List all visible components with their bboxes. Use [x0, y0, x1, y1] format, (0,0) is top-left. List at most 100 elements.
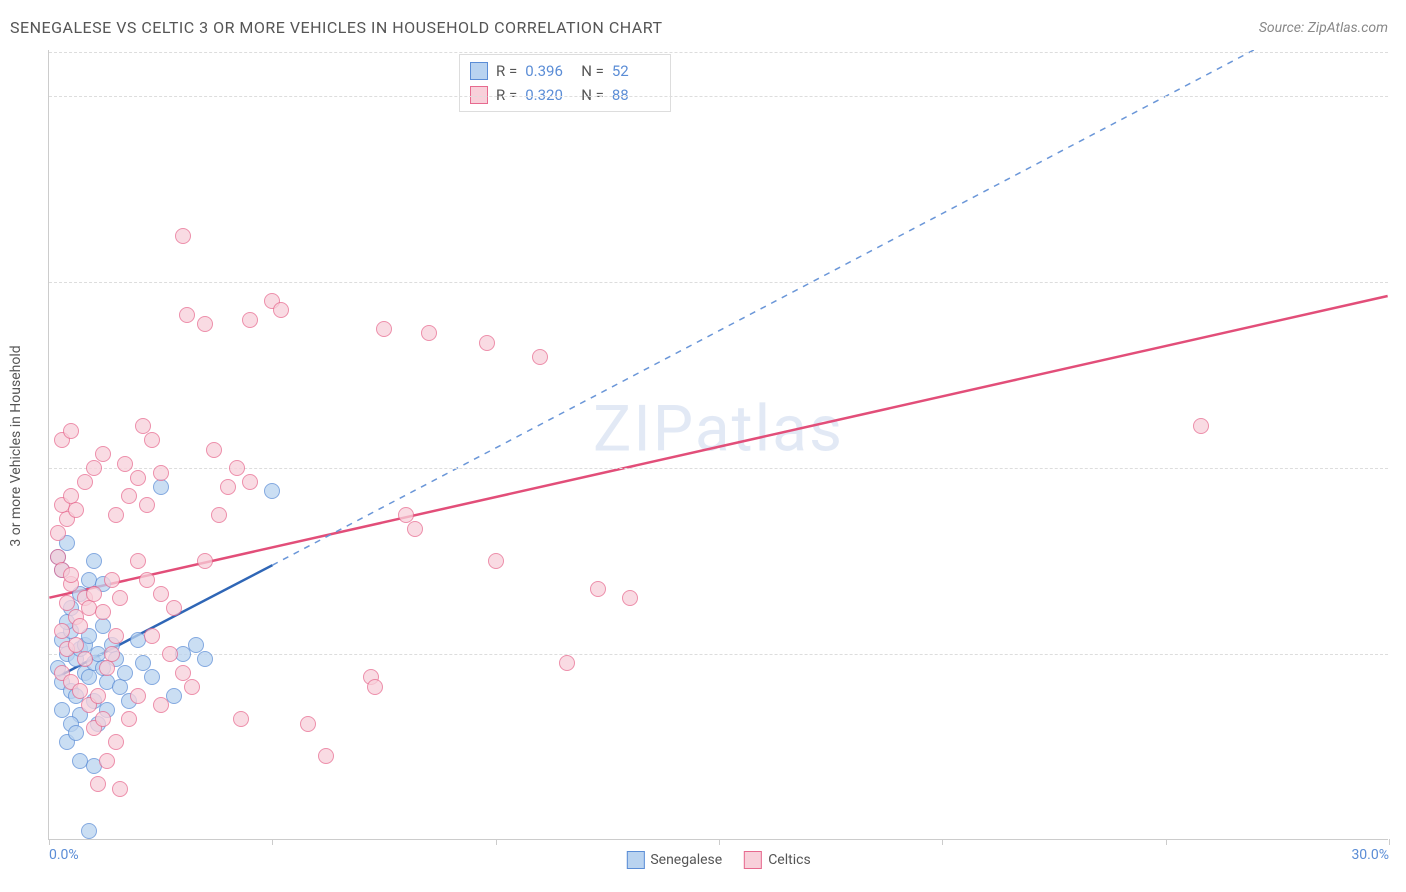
scatter-point: [197, 553, 213, 569]
y-tick-label: 20.0%: [1394, 646, 1406, 662]
scatter-point: [166, 600, 182, 616]
scatter-point: [233, 711, 249, 727]
scatter-point: [130, 688, 146, 704]
scatter-point: [95, 711, 111, 727]
scatter-point: [95, 604, 111, 620]
scatter-point: [318, 748, 334, 764]
scatter-point: [407, 521, 423, 537]
stat-r-val-2: 0.320: [525, 83, 573, 107]
scatter-point: [130, 553, 146, 569]
scatter-point: [273, 302, 289, 318]
x-tick-mark: [719, 839, 720, 845]
scatter-point: [81, 823, 97, 839]
grid-line: [49, 52, 1388, 53]
scatter-point: [421, 325, 437, 341]
swatch-series-1: [470, 62, 488, 80]
scatter-point: [104, 572, 120, 588]
legend-label-2: Celtics: [768, 852, 810, 868]
stats-row-2: R = 0.320 N = 88: [470, 83, 660, 107]
legend-item-1: Senegalese: [626, 851, 722, 869]
regression-lines: [49, 50, 1388, 839]
scatter-point: [153, 479, 169, 495]
scatter-point: [108, 734, 124, 750]
grid-line: [49, 282, 1388, 283]
scatter-point: [153, 465, 169, 481]
stat-n-label: N =: [581, 59, 604, 83]
x-tick-mark: [1166, 839, 1167, 845]
scatter-point: [95, 446, 111, 462]
scatter-point: [130, 470, 146, 486]
scatter-point: [63, 423, 79, 439]
scatter-point: [63, 567, 79, 583]
scatter-point: [184, 679, 200, 695]
scatter-point: [108, 628, 124, 644]
scatter-point: [197, 316, 213, 332]
scatter-point: [90, 688, 106, 704]
scatter-point: [112, 590, 128, 606]
y-tick-label: 60.0%: [1394, 274, 1406, 290]
plot-area: ZIPatlas R = 0.396 N = 52 R = 0.320 N = …: [48, 50, 1388, 840]
scatter-point: [112, 781, 128, 797]
scatter-point: [77, 651, 93, 667]
scatter-point: [99, 753, 115, 769]
legend-swatch-2: [744, 851, 762, 869]
x-tick-mark: [49, 839, 50, 845]
scatter-point: [72, 618, 88, 634]
scatter-point: [559, 655, 575, 671]
scatter-point: [206, 442, 222, 458]
scatter-point: [479, 335, 495, 351]
stat-n-val-2: 88: [612, 83, 660, 107]
legend-label-1: Senegalese: [650, 852, 722, 868]
x-tick-mark: [1389, 839, 1390, 845]
scatter-point: [144, 628, 160, 644]
bottom-legend: Senegalese Celtics: [626, 851, 810, 869]
scatter-point: [86, 553, 102, 569]
chart-source: Source: ZipAtlas.com: [1259, 20, 1388, 36]
scatter-point: [488, 553, 504, 569]
scatter-point: [117, 665, 133, 681]
stat-r-label: R =: [496, 83, 517, 107]
y-tick-label: 80.0%: [1394, 88, 1406, 104]
scatter-point: [121, 711, 137, 727]
legend-item-2: Celtics: [744, 851, 810, 869]
scatter-point: [144, 432, 160, 448]
scatter-point: [1193, 418, 1209, 434]
scatter-point: [86, 586, 102, 602]
scatter-point: [104, 646, 120, 662]
legend-swatch-1: [626, 851, 644, 869]
stat-r-label: R =: [496, 59, 517, 83]
scatter-point: [242, 474, 258, 490]
scatter-point: [211, 507, 227, 523]
scatter-point: [90, 776, 106, 792]
x-tick-mark: [272, 839, 273, 845]
scatter-point: [86, 460, 102, 476]
stat-r-val-1: 0.396: [525, 59, 573, 83]
stats-row-1: R = 0.396 N = 52: [470, 59, 660, 83]
scatter-point: [367, 679, 383, 695]
stat-n-label: N =: [581, 83, 604, 107]
scatter-point: [153, 586, 169, 602]
scatter-point: [590, 581, 606, 597]
scatter-point: [135, 418, 151, 434]
scatter-point: [242, 312, 258, 328]
scatter-point: [175, 228, 191, 244]
scatter-point: [117, 456, 133, 472]
x-tick-label: 0.0%: [49, 847, 79, 863]
scatter-point: [179, 307, 195, 323]
scatter-point: [144, 669, 160, 685]
y-axis-title: 3 or more Vehicles in Household: [8, 345, 24, 546]
grid-line: [49, 96, 1388, 97]
watermark: ZIPatlas: [593, 391, 844, 466]
scatter-point: [264, 483, 280, 499]
scatter-point: [54, 623, 70, 639]
scatter-point: [108, 507, 124, 523]
scatter-point: [197, 651, 213, 667]
stat-n-val-1: 52: [612, 59, 660, 83]
scatter-point: [139, 572, 155, 588]
stats-box: R = 0.396 N = 52 R = 0.320 N = 88: [459, 54, 671, 112]
scatter-point: [229, 460, 245, 476]
scatter-point: [50, 525, 66, 541]
scatter-point: [622, 590, 638, 606]
scatter-point: [77, 474, 93, 490]
scatter-point: [376, 321, 392, 337]
